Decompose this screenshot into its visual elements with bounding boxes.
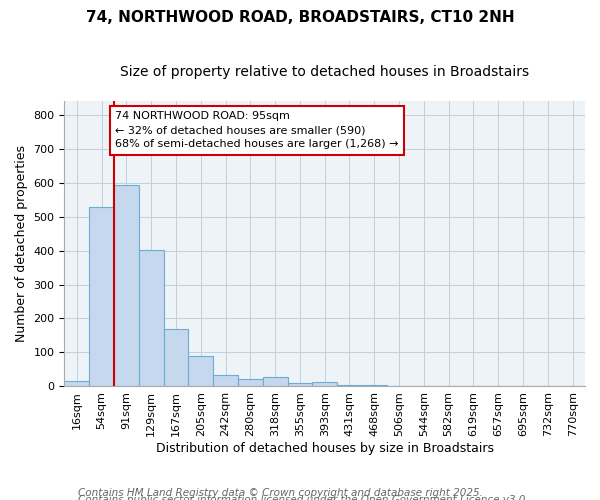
Bar [188, 356, 213, 386]
Text: 74, NORTHWOOD ROAD, BROADSTAIRS, CT10 2NH: 74, NORTHWOOD ROAD, BROADSTAIRS, CT10 2N… [86, 10, 514, 25]
Title: Size of property relative to detached houses in Broadstairs: Size of property relative to detached ho… [120, 65, 529, 79]
Text: Contains HM Land Registry data © Crown copyright and database right 2025.: Contains HM Land Registry data © Crown c… [78, 488, 483, 498]
Bar [89, 207, 114, 386]
Bar [263, 378, 287, 386]
Bar [139, 250, 164, 386]
X-axis label: Distribution of detached houses by size in Broadstairs: Distribution of detached houses by size … [156, 442, 494, 455]
Bar [287, 383, 313, 386]
Bar [238, 379, 263, 386]
Bar [164, 330, 188, 386]
Bar [337, 385, 362, 386]
Text: Contains public sector information licensed under the Open Government Licence v3: Contains public sector information licen… [78, 495, 529, 500]
Bar [114, 186, 139, 386]
Bar [313, 382, 337, 386]
Bar [64, 382, 89, 386]
Y-axis label: Number of detached properties: Number of detached properties [15, 145, 28, 342]
Bar [362, 385, 386, 386]
Bar [213, 374, 238, 386]
Text: 74 NORTHWOOD ROAD: 95sqm
← 32% of detached houses are smaller (590)
68% of semi-: 74 NORTHWOOD ROAD: 95sqm ← 32% of detach… [115, 111, 399, 149]
